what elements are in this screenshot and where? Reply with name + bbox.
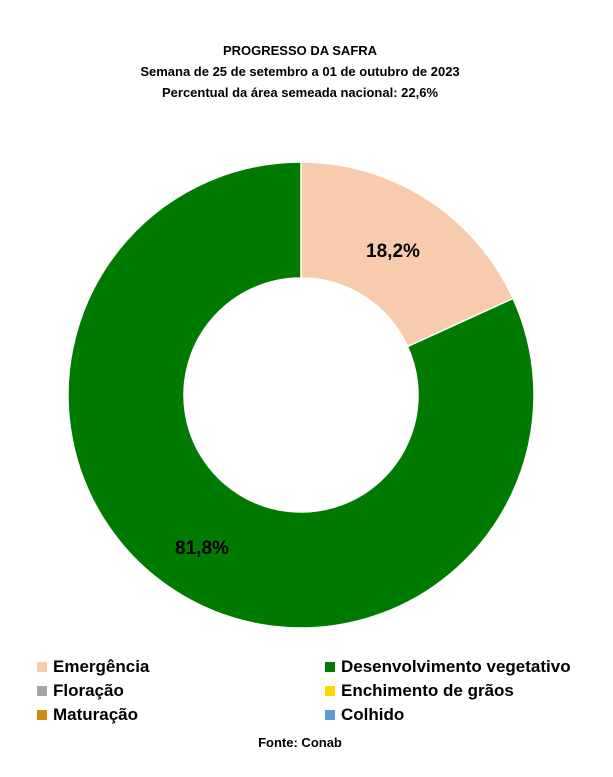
donut-slice-0	[300, 161, 515, 348]
donut-data-label-0: 18,2%	[366, 241, 420, 262]
legend-label: Desenvolvimento vegetativo	[341, 657, 571, 676]
chart-subtitle-week: Semana de 25 de setembro a 01 de outubro…	[140, 64, 460, 79]
legend-swatch	[37, 686, 47, 696]
chart-title-block: PROGRESSO DA SAFRA Semana de 25 de setem…	[0, 40, 600, 103]
legend-label: Maturação	[53, 705, 139, 724]
legend-swatch	[37, 662, 47, 672]
legend-item-emergencia: Emergência	[37, 657, 149, 677]
legend-item-colhido: Colhido	[325, 705, 404, 725]
chart-legend: Emergência Desenvolvimento vegetativo Fl…	[0, 657, 613, 727]
legend-swatch	[325, 662, 335, 672]
chart-source: Fonte: Conab	[258, 735, 342, 750]
legend-label: Floração	[53, 681, 124, 700]
legend-item-enchimento-de-graos: Enchimento de grãos	[325, 681, 514, 701]
legend-swatch	[325, 710, 335, 720]
legend-item-desenvolvimento-vegetativo: Desenvolvimento vegetativo	[325, 657, 571, 677]
legend-label: Emergência	[53, 657, 150, 676]
legend-item-floracao: Floração	[37, 681, 124, 701]
legend-label: Colhido	[341, 705, 405, 724]
chart-subtitle-area: Percentual da área semeada nacional: 22,…	[161, 85, 439, 100]
donut-slice-1	[67, 161, 535, 629]
legend-label: Enchimento de grãos	[341, 681, 514, 700]
chart-title: PROGRESSO DA SAFRA	[222, 43, 378, 58]
legend-item-maturacao: Maturação	[37, 705, 138, 725]
donut-data-label-1: 81,8%	[175, 538, 229, 559]
legend-swatch	[325, 686, 335, 696]
donut-chart: 18,2% 81,8%	[67, 161, 535, 629]
legend-swatch	[37, 710, 47, 720]
